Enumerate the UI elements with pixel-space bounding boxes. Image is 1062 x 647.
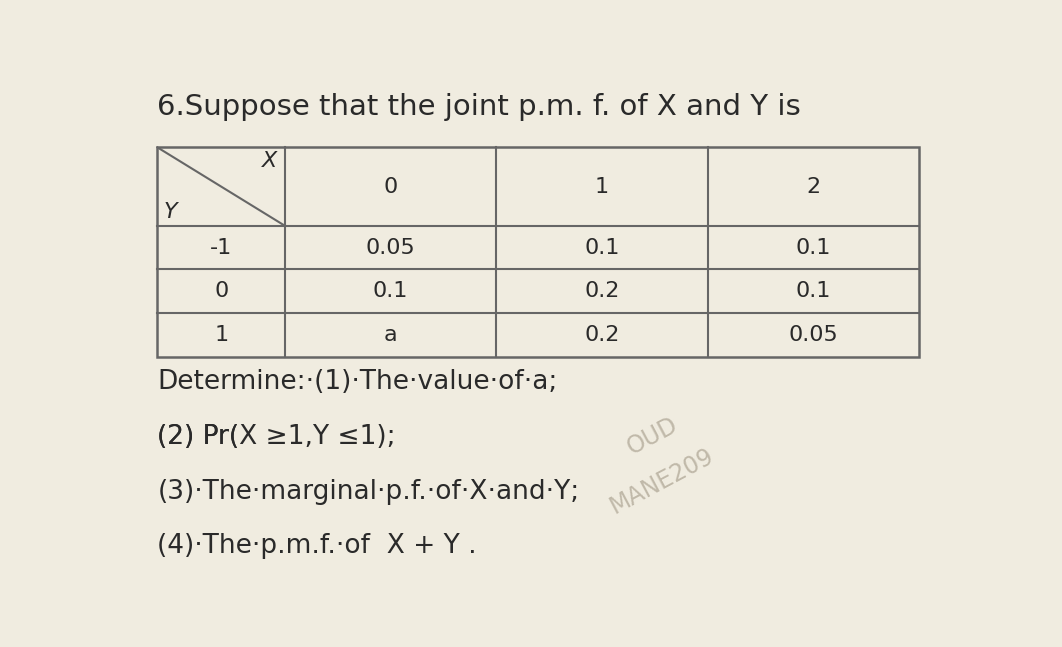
Text: 0.1: 0.1 (795, 237, 830, 258)
Text: 0.05: 0.05 (365, 237, 415, 258)
Text: MANE209: MANE209 (606, 444, 718, 519)
Text: 0: 0 (215, 281, 228, 302)
Text: X: X (261, 151, 277, 171)
Text: 0.1: 0.1 (584, 237, 619, 258)
Text: (2) Pr(X ≥1,Y ≤1);: (2) Pr(X ≥1,Y ≤1); (157, 424, 396, 450)
Text: (4)·The·p.m.f.·of  X + Y .: (4)·The·p.m.f.·of X + Y . (157, 534, 477, 560)
Text: OUD: OUD (622, 413, 682, 459)
Bar (157, 148, 919, 356)
Text: (3)·The·marginal·p.f.·of·X·and·Y;: (3)·The·marginal·p.f.·of·X·and·Y; (157, 479, 580, 505)
Text: 0.05: 0.05 (788, 325, 838, 345)
Text: 2: 2 (806, 177, 820, 197)
Text: 0.2: 0.2 (584, 281, 619, 302)
Text: 0.2: 0.2 (584, 325, 619, 345)
Text: Y: Y (164, 202, 177, 222)
Text: a: a (383, 325, 397, 345)
Text: 0.1: 0.1 (795, 281, 830, 302)
Text: 0: 0 (383, 177, 398, 197)
Text: 1: 1 (595, 177, 609, 197)
Text: (2) Pr(: (2) Pr( (157, 424, 240, 450)
Text: Determine:·(1)·The·value·of·a;: Determine:·(1)·The·value·of·a; (157, 369, 558, 395)
Text: 1: 1 (215, 325, 228, 345)
Text: 0.1: 0.1 (373, 281, 408, 302)
Text: 6.Suppose that the joint p.m. f. of X and Y is: 6.Suppose that the joint p.m. f. of X an… (157, 93, 801, 120)
Text: -1: -1 (210, 237, 233, 258)
